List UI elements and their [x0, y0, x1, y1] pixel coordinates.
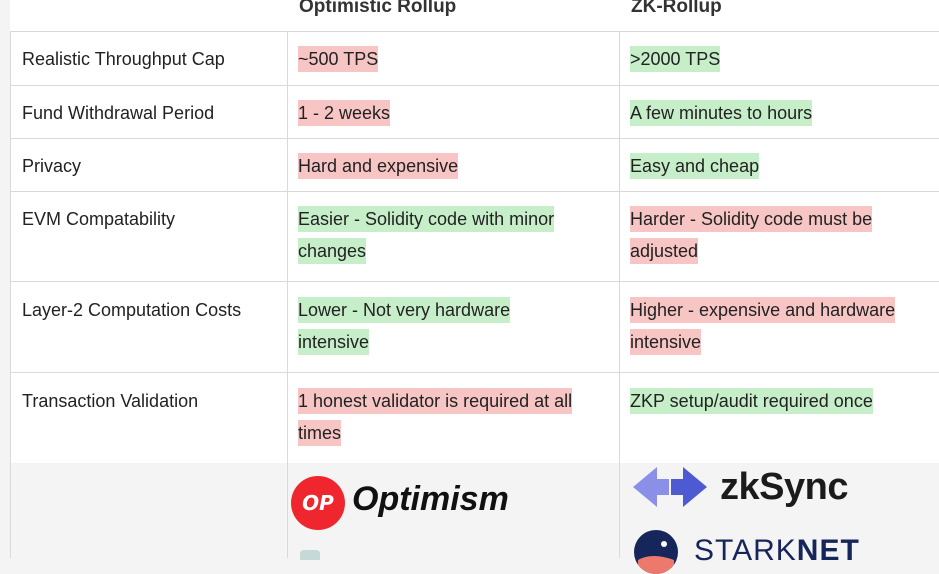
row-label: Fund Withdrawal Period [22, 103, 215, 123]
table-row: Privacy Hard and expensive Easy and chea… [10, 138, 939, 192]
optimistic-value: Hard and expensive [298, 153, 459, 179]
table-row: Transaction Validation 1 honest validato… [10, 372, 939, 464]
zksync-wordmark: zkSync [720, 466, 848, 508]
table-left-border [10, 31, 11, 558]
zk-value: ZKP setup/audit required once [630, 388, 873, 414]
row-label: Realistic Throughput Cap [22, 49, 225, 69]
optimistic-value: ~500 TPS [298, 46, 379, 72]
column-divider [619, 31, 620, 558]
table-row: Layer-2 Computation Costs Lower - Not ve… [10, 281, 939, 373]
column-divider [287, 31, 288, 558]
optimistic-value: 1 honest validator is required at all ti… [298, 388, 573, 446]
zk-value: Higher - expensive and hardware intensiv… [630, 297, 896, 355]
zksync-logo-icon [633, 467, 707, 507]
zk-value: Easy and cheap [630, 153, 760, 179]
zk-value: Harder - Solidity code must be adjusted [630, 206, 873, 264]
partial-logo-icon [300, 550, 320, 560]
header-optimistic: Optimistic Rollup [299, 0, 457, 17]
row-label: Privacy [22, 156, 82, 176]
table-row: Fund Withdrawal Period 1 - 2 weeks A few… [10, 85, 939, 139]
zk-value: A few minutes to hours [630, 100, 813, 126]
starknet-wordmark: STARKNET [694, 534, 860, 567]
zk-value: >2000 TPS [630, 46, 721, 72]
table-row: EVM Compatability Easier - Solidity code… [10, 191, 939, 282]
optimism-wordmark: Optimism [352, 480, 509, 518]
header-zk: ZK-Rollup [631, 0, 722, 17]
row-label: Transaction Validation [22, 391, 199, 411]
starknet-logo-icon [634, 530, 678, 574]
optimistic-value: 1 - 2 weeks [298, 100, 391, 126]
optimism-logo-icon: OP [291, 476, 345, 530]
optimistic-value: Easier - Solidity code with minor change… [298, 206, 555, 264]
row-label: EVM Compatability [22, 209, 176, 229]
table-row: Realistic Throughput Cap ~500 TPS >2000 … [10, 31, 939, 86]
optimistic-value: Lower - Not very hardware intensive [298, 297, 511, 355]
row-label: Layer-2 Computation Costs [22, 300, 242, 320]
